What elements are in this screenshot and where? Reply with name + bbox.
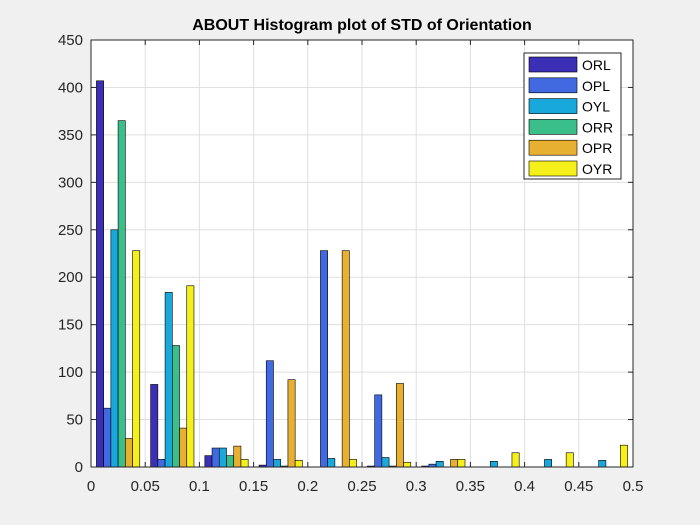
legend-label-opr: OPR <box>582 140 612 156</box>
bar-oyr-bin-3 <box>294 460 303 468</box>
bar-oyl-bin-8 <box>544 459 552 468</box>
bar-oyl-bin-3 <box>273 459 281 468</box>
legend-label-oyl: OYL <box>582 99 610 115</box>
bar-oyl-bin-6 <box>435 461 444 468</box>
x-tick-label: 0.35 <box>456 478 485 495</box>
x-tick-label: 0.5 <box>623 478 644 495</box>
legend-label-opl: OPL <box>582 78 610 94</box>
x-tick-label: 0.45 <box>564 478 593 495</box>
bar-oyl-bin-1 <box>164 292 173 468</box>
legend: ORL OPL OYL ORR OPR OYR <box>523 52 622 180</box>
bar-opl-bin-4 <box>320 250 328 468</box>
bar-opl-bin-5 <box>374 394 383 468</box>
bar-opr-bin-5 <box>396 383 404 468</box>
x-tick-label: 0.05 <box>131 478 160 495</box>
bar-oyl-bin-4 <box>327 458 336 468</box>
bar-opr-bin-1 <box>179 427 188 468</box>
x-tick-label: 0.1 <box>189 478 210 495</box>
bar-opl-bin-2 <box>211 447 220 468</box>
ticks-layer: 0 0.05 0.1 0.15 0.2 0.25 0.3 0.35 0.4 0.45 0.5 0 50 1… <box>58 32 643 495</box>
bar-orr-bin-1 <box>172 345 180 468</box>
bar-orl-bin-0 <box>96 80 104 468</box>
axes-box <box>90 39 634 468</box>
bar-oyl-bin-7 <box>489 461 498 468</box>
y-tick-label: 400 <box>58 79 83 96</box>
legend-swatch-orr <box>528 119 578 135</box>
bar-opr-bin-2 <box>233 445 242 468</box>
bar-oyr-bin-2 <box>240 459 249 468</box>
bar-oyr-bin-8 <box>565 452 574 468</box>
y-tick-label: 0 <box>75 459 83 476</box>
legend-swatch-oyl <box>528 98 578 114</box>
bar-oyr-bin-1 <box>186 285 195 468</box>
legend-swatch-oyr <box>528 160 578 177</box>
bar-opr-bin-0 <box>125 438 133 468</box>
legend-label-oyr: OYR <box>582 161 612 177</box>
x-tick-label: 0 <box>87 478 95 495</box>
bars-layer <box>96 80 628 468</box>
bar-opr-bin-4 <box>341 250 350 468</box>
y-tick-label: 50 <box>66 412 83 429</box>
bar-oyl-bin-0 <box>110 229 119 468</box>
bar-orl-bin-2 <box>204 455 213 468</box>
legend-swatch-opl <box>528 77 578 94</box>
bar-orr-bin-2 <box>226 455 235 468</box>
bar-oyl-bin-5 <box>381 457 390 468</box>
bar-opl-bin-3 <box>265 360 274 468</box>
legend-swatch-orl <box>528 56 578 73</box>
bar-opr-bin-6 <box>450 459 459 468</box>
x-tick-label: 0.25 <box>347 478 376 495</box>
x-tick-label: 0.2 <box>297 478 318 495</box>
y-tick-label: 150 <box>58 317 83 334</box>
y-tick-label: 350 <box>58 127 83 144</box>
bar-oyr-bin-0 <box>132 250 141 468</box>
bar-oyl-bin-9 <box>598 460 607 468</box>
bar-opl-bin-1 <box>157 459 166 468</box>
y-tick-label: 100 <box>58 364 83 381</box>
bar-opl-bin-0 <box>103 407 112 468</box>
x-tick-label: 0.3 <box>406 478 427 495</box>
y-tick-label: 250 <box>58 222 83 239</box>
y-tick-label: 300 <box>58 174 83 191</box>
bar-oyr-bin-9 <box>620 444 628 468</box>
bar-orr-bin-0 <box>117 120 126 468</box>
legend-swatch-opr <box>528 139 578 156</box>
legend-label-orl: ORL <box>582 57 611 73</box>
bar-oyl-bin-2 <box>218 447 227 468</box>
legend-label-orr: ORR <box>582 119 613 135</box>
bar-oyr-bin-7 <box>511 452 520 468</box>
bar-orl-bin-1 <box>150 384 159 468</box>
legend-box <box>523 52 622 180</box>
x-tick-label: 0.15 <box>239 478 268 495</box>
x-tick-label: 0.4 <box>514 478 535 495</box>
chart-title: ABOUT Histogram plot of STD of Orientati… <box>192 17 532 34</box>
bar-oyr-bin-4 <box>349 459 357 468</box>
bar-oyr-bin-5 <box>403 461 412 468</box>
y-tick-label: 450 <box>58 32 83 49</box>
y-tick-label: 200 <box>58 269 83 286</box>
bar-opr-bin-3 <box>287 379 296 468</box>
bar-oyr-bin-6 <box>457 459 466 468</box>
